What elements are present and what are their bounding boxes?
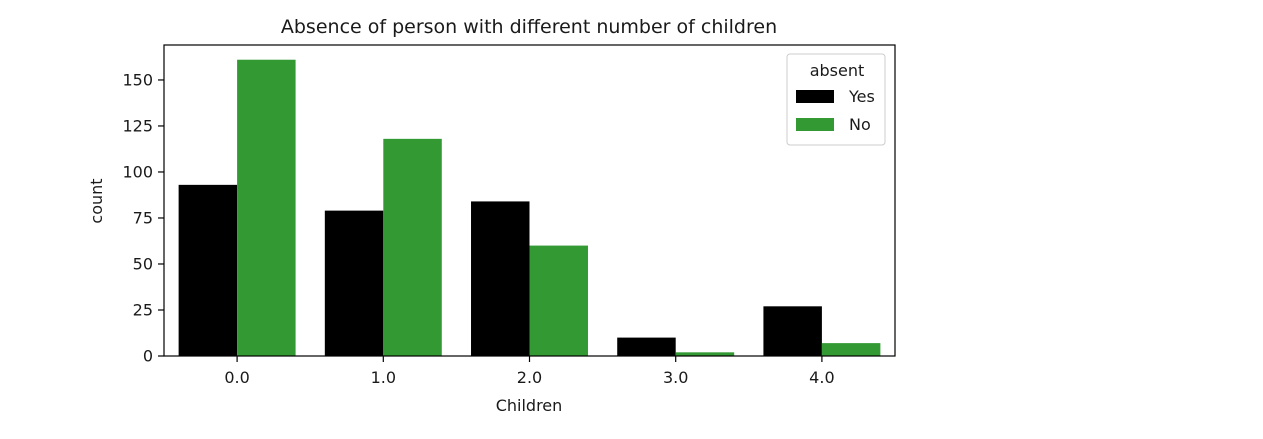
bar-no-4 (821, 343, 881, 356)
bar-yes-4 (763, 306, 822, 356)
y-tick-label: 25 (133, 300, 153, 319)
bar-yes-0 (178, 184, 238, 356)
legend-items: Yes No (796, 87, 875, 134)
y-axis: 0 25 50 75 100 125 150 (122, 70, 164, 366)
chart-title: Absence of person with different number … (281, 16, 777, 38)
x-tick-label: 2.0 (517, 368, 542, 387)
x-tick-label: 1.0 (371, 368, 396, 387)
legend-swatch-no (796, 118, 834, 131)
legend-swatch-yes (796, 90, 834, 103)
y-tick-label: 0 (143, 347, 153, 366)
legend-title: absent (810, 61, 865, 80)
y-tick-label: 100 (122, 162, 153, 181)
y-tick-label: 75 (133, 208, 153, 227)
legend: absent Yes No (786, 53, 886, 146)
legend-label-yes: Yes (848, 87, 875, 106)
y-tick-label: 150 (122, 70, 153, 89)
y-axis-label: count (87, 178, 106, 223)
bar-yes-2 (471, 201, 530, 356)
bars-group (178, 59, 881, 356)
y-tick-label: 50 (133, 254, 153, 273)
bar-yes-1 (324, 210, 384, 356)
x-tick-label: 0.0 (224, 368, 249, 387)
bar-no-1 (383, 138, 442, 356)
x-tick-label: 4.0 (809, 368, 834, 387)
bar-yes-3 (617, 337, 676, 356)
legend-label-no: No (849, 115, 871, 134)
x-tick-label: 3.0 (663, 368, 688, 387)
bar-no-2 (529, 245, 588, 356)
x-axis-label: Children (496, 396, 563, 415)
bar-no-3 (675, 352, 735, 356)
bar-no-0 (237, 59, 296, 356)
y-tick-label: 125 (122, 116, 153, 135)
x-axis: 0.0 1.0 2.0 3.0 4.0 (224, 356, 835, 387)
